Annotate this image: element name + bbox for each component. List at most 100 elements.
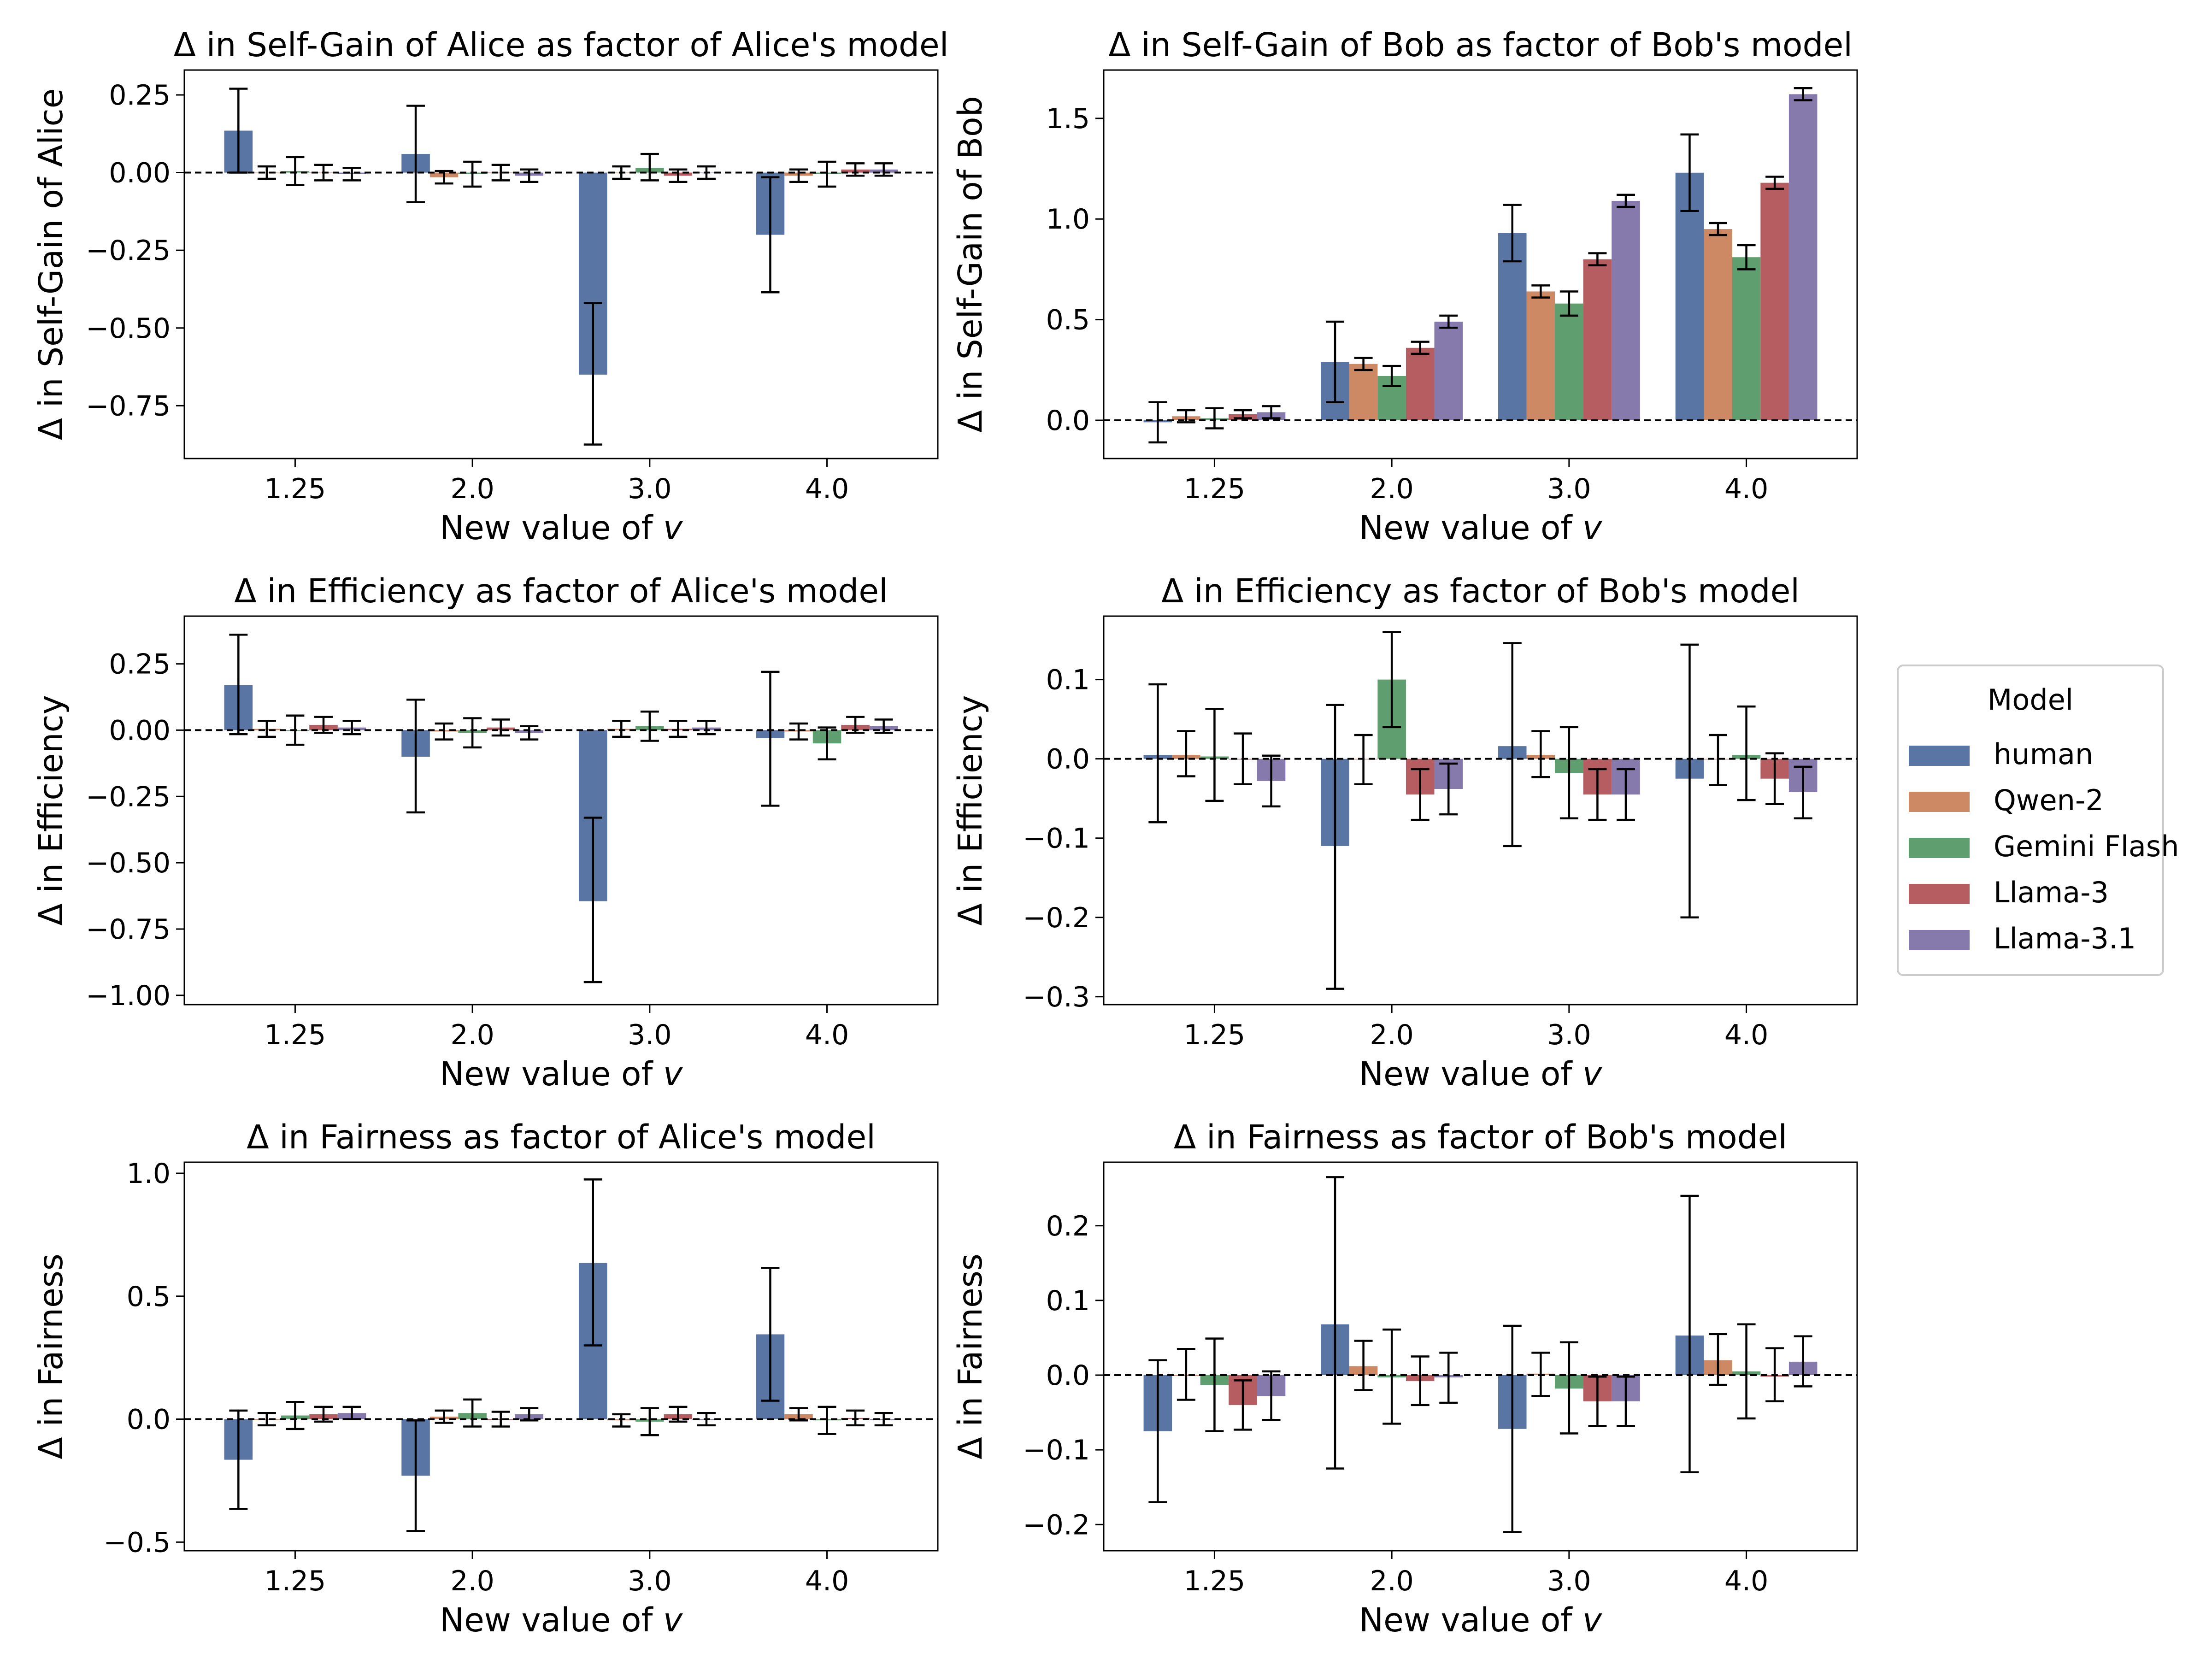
- error-bar-human-4-0: [1680, 1194, 1699, 1474]
- error-bar-llama-3-2-0: [491, 164, 510, 182]
- error-bar-human-3-0: [583, 302, 602, 446]
- plot-frame: [1103, 1161, 1858, 1552]
- error-bar-llama-3-2-0: [1411, 341, 1430, 355]
- error-bar-llama-3-4-0: [846, 716, 865, 734]
- error-bar-human-4-0: [761, 1267, 780, 1402]
- y-tick-label: 0.0: [1046, 1359, 1090, 1392]
- y-tick-label: 0.1: [1046, 1285, 1090, 1317]
- y-tick-label: 0.5: [1046, 304, 1090, 336]
- error-bar-human-1-25: [1148, 401, 1167, 444]
- x-tick-label: 3.0: [628, 1565, 671, 1597]
- y-tick-label: 1.0: [1046, 203, 1090, 235]
- y-tick-label: −0.25: [86, 235, 171, 267]
- y-tick-label: 0.25: [109, 79, 171, 112]
- error-bar-llama-3-3-0: [669, 1406, 688, 1423]
- bar-qwen-2-4-0: [1704, 229, 1732, 421]
- x-tick-label: 2.0: [1370, 1019, 1413, 1051]
- x-tick-label: 2.0: [450, 1565, 494, 1597]
- error-bar-qwen-2-4-0: [789, 168, 808, 183]
- error-bar-human-2-0: [1326, 320, 1345, 403]
- x-axis-label: New value of v: [440, 1601, 683, 1639]
- error-bar-llama-3-3-0: [669, 720, 688, 738]
- error-bar-human-2-0: [406, 699, 425, 814]
- error-bar-llama-3-1-25: [1233, 409, 1252, 419]
- error-bar-qwen-2-3-0: [612, 165, 631, 180]
- error-bar-llama-3-1-1-25: [342, 167, 361, 182]
- legend-label: human: [1994, 737, 2094, 771]
- y-tick-label: 0.0: [127, 1404, 171, 1436]
- error-bar-human-2-0: [406, 1419, 425, 1532]
- error-bar-qwen-2-4-0: [789, 1407, 808, 1422]
- x-axis-label: New value of v: [440, 1055, 683, 1093]
- error-bar-llama-3-1-3-0: [1616, 1376, 1635, 1427]
- y-tick-label: 1.0: [127, 1158, 171, 1190]
- error-bar-gemini-flash-1-25: [286, 156, 305, 186]
- error-bar-qwen-2-4-0: [1709, 734, 1728, 786]
- y-tick-label: 0.0: [1046, 743, 1090, 776]
- error-bar-human-1-25: [1148, 1359, 1167, 1503]
- chart-title: Δ in Self-Gain of Alice as factor of Ali…: [174, 26, 949, 64]
- x-tick-label: 1.25: [265, 1019, 326, 1051]
- error-bar-gemini-flash-4-0: [1737, 705, 1756, 801]
- y-axis-label: Δ in Fairness: [951, 1253, 989, 1459]
- x-axis-label: New value of v: [1359, 509, 1602, 547]
- legend: Model human Qwen-2 Gemini Flash Llama-3 …: [1897, 665, 2179, 976]
- error-bar-gemini-flash-3-0: [1559, 290, 1578, 317]
- x-tick-label: 4.0: [1724, 473, 1768, 505]
- error-bar-llama-3-1-4-0: [1794, 1335, 1812, 1388]
- error-bar-llama-3-1-3-0: [697, 165, 716, 180]
- error-bar-llama-3-1-4-0: [874, 162, 893, 177]
- legend-item-qwen-2: Qwen-2: [1909, 782, 2160, 823]
- x-tick-label: 2.0: [450, 1019, 494, 1051]
- error-bar-llama-3-1-4-0: [1794, 765, 1812, 819]
- y-tick-label: −0.75: [86, 390, 171, 422]
- error-bar-llama-3-1-2-0: [1439, 314, 1458, 329]
- legend-swatch: [1909, 930, 1970, 950]
- x-tick-label: 3.0: [628, 1019, 671, 1051]
- x-tick-label: 4.0: [805, 473, 849, 505]
- error-bar-llama-3-4-0: [1765, 1347, 1784, 1403]
- error-bar-human-1-25: [229, 634, 248, 735]
- error-bar-llama-3-4-0: [846, 162, 865, 177]
- legend-swatch: [1909, 746, 1970, 766]
- plot-frame: [183, 615, 939, 1006]
- y-tick-label: −0.1: [1023, 1434, 1090, 1466]
- error-bar-llama-3-1-25: [1233, 732, 1252, 785]
- chart-title: Δ in Fairness as factor of Alice's model: [247, 1118, 876, 1156]
- chart-title: Δ in Efficiency as factor of Alice's mod…: [234, 572, 888, 610]
- y-tick-label: −0.75: [86, 913, 171, 946]
- error-bar-qwen-2-3-0: [612, 1413, 631, 1428]
- error-bar-qwen-2-1-25: [1177, 730, 1195, 777]
- error-bar-llama-3-1-3-0: [697, 720, 716, 735]
- x-tick-label: 4.0: [1724, 1565, 1768, 1597]
- error-bar-llama-3-1-4-0: [874, 718, 893, 734]
- error-bar-llama-3-2-0: [1411, 768, 1430, 821]
- error-bar-llama-3-2-0: [1411, 1355, 1430, 1406]
- error-bar-human-3-0: [583, 817, 602, 983]
- y-tick-label: −0.50: [86, 312, 171, 345]
- y-tick-label: 0.1: [1046, 664, 1090, 696]
- x-tick-label: 3.0: [1547, 1565, 1591, 1597]
- error-bar-human-2-0: [1326, 704, 1345, 990]
- bar-human-3-0: [1498, 233, 1527, 421]
- legend-label: Gemini Flash: [1994, 830, 2179, 863]
- x-tick-label: 3.0: [1547, 1019, 1591, 1051]
- error-bar-llama-3-4-0: [1765, 176, 1784, 190]
- error-bar-llama-3-1-1-25: [342, 720, 361, 735]
- x-tick-label: 2.0: [450, 473, 494, 505]
- error-bar-qwen-2-1-25: [257, 1412, 276, 1427]
- y-tick-label: −0.2: [1023, 1509, 1090, 1541]
- error-bar-gemini-flash-2-0: [1382, 631, 1401, 729]
- error-bar-llama-3-3-0: [1588, 768, 1607, 821]
- plot-frame: [183, 69, 939, 459]
- error-bar-qwen-2-2-0: [1354, 1340, 1373, 1391]
- chart-title: Δ in Fairness as factor of Bob's model: [1174, 1118, 1787, 1156]
- error-bar-llama-3-1-1-25: [1262, 1370, 1281, 1421]
- bar-llama-3-1-3-0: [1612, 200, 1640, 421]
- error-bar-llama-3-2-0: [491, 718, 510, 737]
- chart-panel-2: Δ in Self-Gain of Bob as factor of Bob's…: [951, 26, 1858, 547]
- legend-label: Qwen-2: [1994, 783, 2104, 817]
- error-bar-llama-3-1-2-0: [1439, 762, 1458, 816]
- error-bar-gemini-flash-3-0: [640, 1407, 659, 1436]
